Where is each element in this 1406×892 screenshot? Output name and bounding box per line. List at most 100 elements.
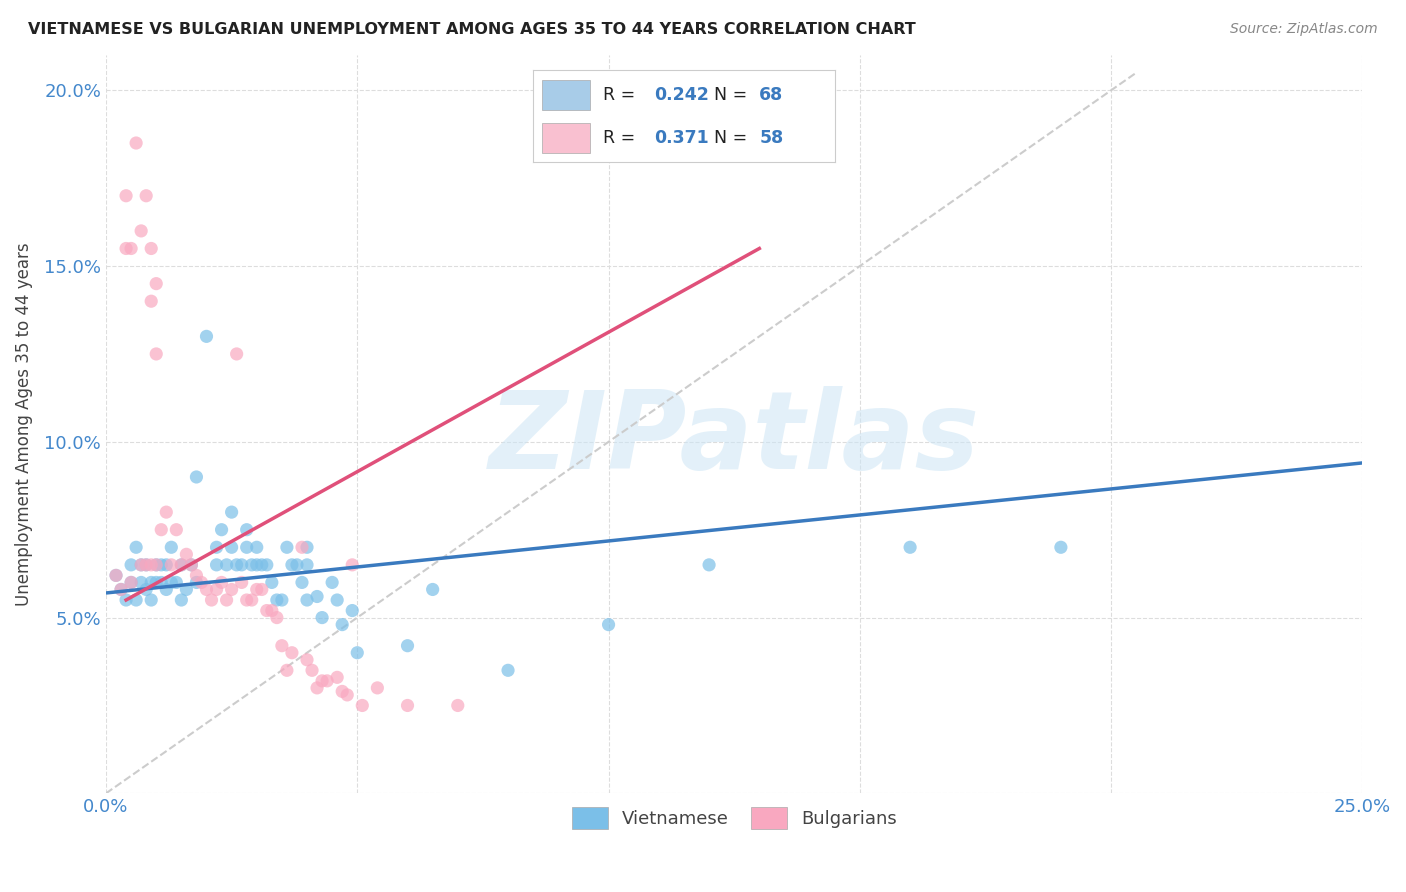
Point bbox=[160, 575, 183, 590]
Point bbox=[145, 558, 167, 572]
Point bbox=[352, 698, 374, 713]
Point bbox=[155, 558, 177, 572]
Point bbox=[129, 558, 152, 572]
Point bbox=[180, 558, 202, 572]
Point bbox=[326, 670, 349, 684]
Point bbox=[155, 505, 177, 519]
Point bbox=[240, 593, 263, 607]
Point bbox=[291, 541, 314, 555]
Point bbox=[115, 188, 138, 202]
Point bbox=[200, 593, 222, 607]
Point bbox=[295, 653, 318, 667]
Point bbox=[215, 593, 238, 607]
Point bbox=[266, 610, 288, 624]
Point bbox=[250, 558, 273, 572]
Point bbox=[120, 575, 142, 590]
Point bbox=[141, 575, 163, 590]
Point bbox=[125, 593, 148, 607]
Point bbox=[598, 617, 620, 632]
Point bbox=[176, 582, 198, 597]
Point bbox=[170, 593, 193, 607]
Point bbox=[165, 523, 187, 537]
Point bbox=[235, 523, 257, 537]
Point bbox=[295, 541, 318, 555]
Point bbox=[180, 558, 202, 572]
Point bbox=[256, 603, 278, 617]
Point bbox=[129, 224, 152, 238]
Point bbox=[135, 558, 157, 572]
Text: ZIPatlas: ZIPatlas bbox=[489, 386, 980, 492]
Point bbox=[396, 639, 419, 653]
Point bbox=[211, 523, 233, 537]
Point bbox=[898, 541, 921, 555]
Point bbox=[291, 575, 314, 590]
Point bbox=[697, 558, 720, 572]
Point bbox=[205, 541, 228, 555]
Point bbox=[1050, 541, 1073, 555]
Point bbox=[270, 593, 292, 607]
Point bbox=[366, 681, 388, 695]
Point bbox=[396, 698, 419, 713]
Point bbox=[129, 575, 152, 590]
Point bbox=[330, 617, 353, 632]
Point bbox=[145, 347, 167, 361]
Point bbox=[150, 558, 173, 572]
Point bbox=[141, 558, 163, 572]
Point bbox=[326, 593, 349, 607]
Point bbox=[176, 547, 198, 561]
Point bbox=[115, 242, 138, 256]
Text: VIETNAMESE VS BULGARIAN UNEMPLOYMENT AMONG AGES 35 TO 44 YEARS CORRELATION CHART: VIETNAMESE VS BULGARIAN UNEMPLOYMENT AMO… bbox=[28, 22, 915, 37]
Point bbox=[105, 568, 128, 582]
Point bbox=[270, 639, 292, 653]
Point bbox=[120, 242, 142, 256]
Point bbox=[330, 684, 353, 698]
Point bbox=[295, 593, 318, 607]
Point bbox=[110, 582, 132, 597]
Point bbox=[285, 558, 308, 572]
Point bbox=[246, 541, 269, 555]
Text: Source: ZipAtlas.com: Source: ZipAtlas.com bbox=[1230, 22, 1378, 37]
Point bbox=[281, 646, 304, 660]
Point bbox=[150, 575, 173, 590]
Point bbox=[129, 558, 152, 572]
Point bbox=[170, 558, 193, 572]
Point bbox=[281, 558, 304, 572]
Point bbox=[205, 558, 228, 572]
Point bbox=[231, 558, 253, 572]
Point bbox=[195, 329, 218, 343]
Point bbox=[295, 558, 318, 572]
Point bbox=[240, 558, 263, 572]
Point bbox=[422, 582, 444, 597]
Point bbox=[250, 582, 273, 597]
Point bbox=[215, 558, 238, 572]
Point bbox=[276, 663, 298, 677]
Point bbox=[120, 558, 142, 572]
Point bbox=[186, 568, 208, 582]
Point bbox=[155, 582, 177, 597]
Point bbox=[165, 575, 187, 590]
Point bbox=[145, 558, 167, 572]
Point bbox=[246, 558, 269, 572]
Point bbox=[145, 277, 167, 291]
Legend: Vietnamese, Bulgarians: Vietnamese, Bulgarians bbox=[564, 799, 904, 836]
Point bbox=[145, 575, 167, 590]
Point bbox=[205, 582, 228, 597]
Point bbox=[346, 646, 368, 660]
Point bbox=[266, 593, 288, 607]
Point bbox=[141, 242, 163, 256]
Point bbox=[135, 582, 157, 597]
Point bbox=[307, 590, 329, 604]
Point bbox=[260, 603, 283, 617]
Point bbox=[316, 673, 339, 688]
Point bbox=[141, 294, 163, 309]
Point bbox=[225, 347, 247, 361]
Point bbox=[221, 582, 243, 597]
Point bbox=[190, 575, 212, 590]
Point bbox=[301, 663, 323, 677]
Point bbox=[221, 505, 243, 519]
Point bbox=[105, 568, 128, 582]
Point bbox=[211, 575, 233, 590]
Point bbox=[235, 541, 257, 555]
Point bbox=[496, 663, 519, 677]
Point bbox=[135, 188, 157, 202]
